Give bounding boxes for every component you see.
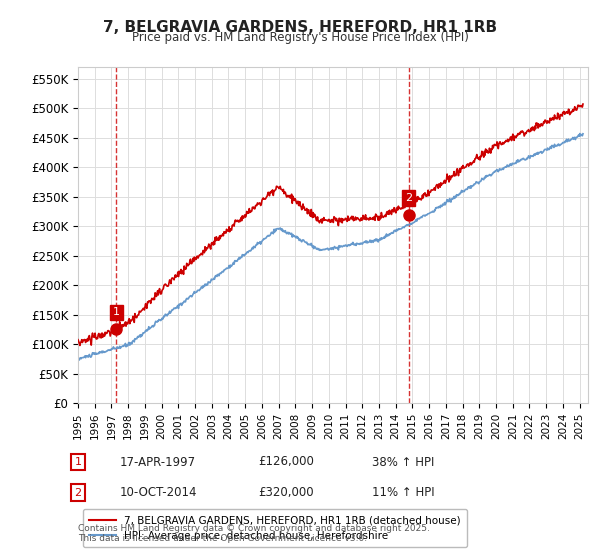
- Text: 1: 1: [74, 457, 82, 467]
- Text: 17-APR-1997: 17-APR-1997: [120, 455, 196, 469]
- Text: Contains HM Land Registry data © Crown copyright and database right 2025.
This d: Contains HM Land Registry data © Crown c…: [78, 524, 430, 543]
- Text: 38% ↑ HPI: 38% ↑ HPI: [372, 455, 434, 469]
- Text: £320,000: £320,000: [258, 486, 314, 500]
- Text: 1: 1: [113, 307, 120, 318]
- Text: 2: 2: [405, 193, 412, 203]
- Text: £126,000: £126,000: [258, 455, 314, 469]
- Legend: 7, BELGRAVIA GARDENS, HEREFORD, HR1 1RB (detached house), HPI: Average price, de: 7, BELGRAVIA GARDENS, HEREFORD, HR1 1RB …: [83, 509, 467, 547]
- Text: Price paid vs. HM Land Registry's House Price Index (HPI): Price paid vs. HM Land Registry's House …: [131, 31, 469, 44]
- Text: 10-OCT-2014: 10-OCT-2014: [120, 486, 197, 500]
- Text: 2: 2: [74, 488, 82, 498]
- Text: 7, BELGRAVIA GARDENS, HEREFORD, HR1 1RB: 7, BELGRAVIA GARDENS, HEREFORD, HR1 1RB: [103, 20, 497, 35]
- Text: 11% ↑ HPI: 11% ↑ HPI: [372, 486, 434, 500]
